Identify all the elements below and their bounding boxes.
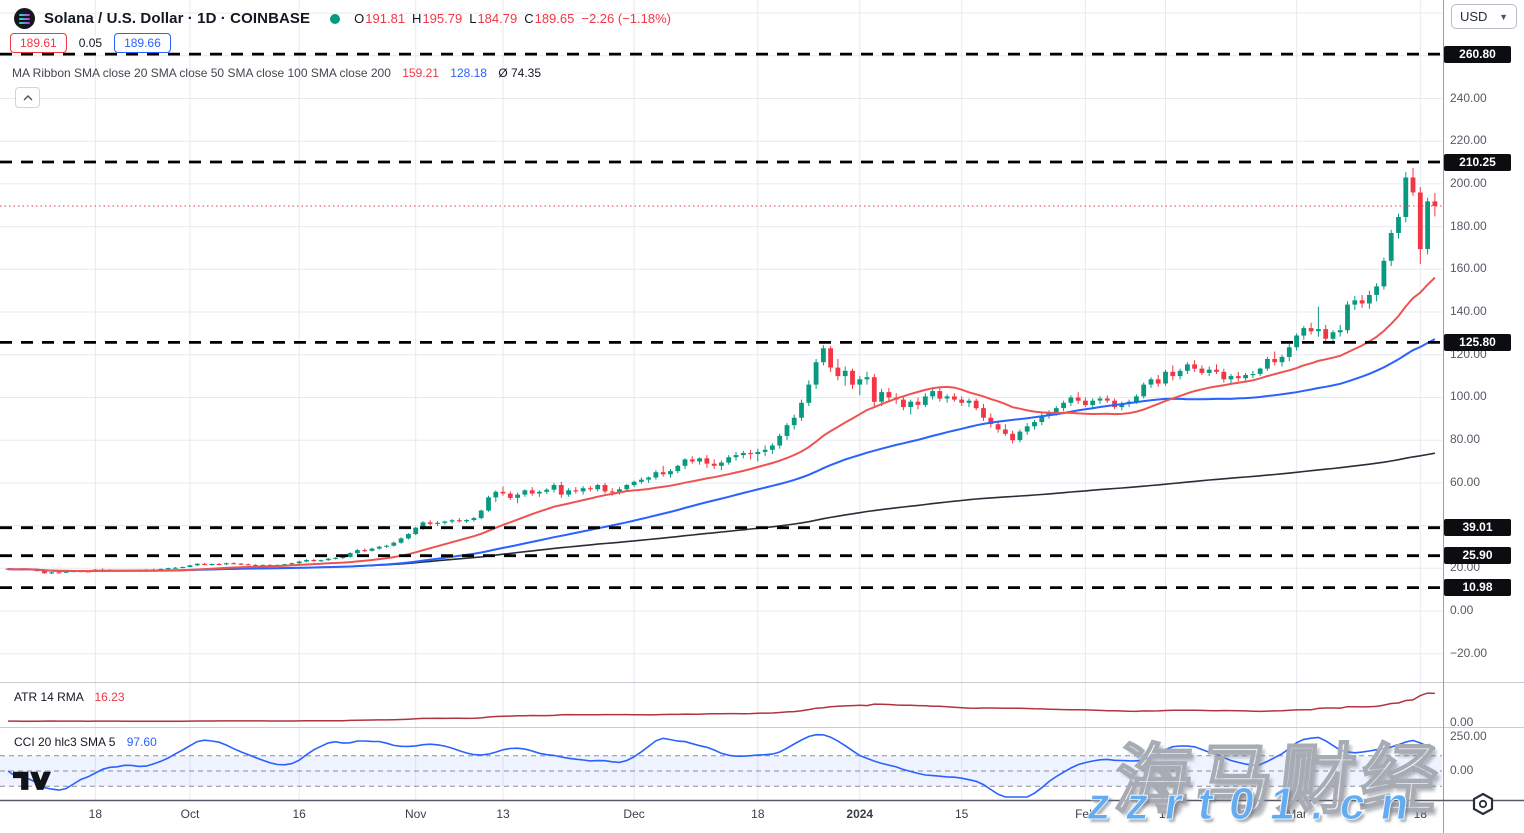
price-axis-label: 160.00 [1450,261,1487,276]
cci-value: 97.60 [126,735,157,749]
cci-legend[interactable]: CCI 20 hlc3 SMA 5 97.60 [14,735,157,749]
level-price-badge: 125.80 [1444,333,1511,351]
price-axis-label: 0.00 [1450,603,1474,617]
indicator-axis-label: 0.00 [1450,763,1474,777]
time-axis-label: 18 [1413,807,1427,821]
currency-value: USD [1460,9,1488,24]
level-price-badge: 39.01 [1444,519,1511,537]
market-status-dot-icon[interactable] [330,13,341,24]
time-axis-label: Oct [180,807,200,821]
time-axis-label: Dec [623,807,645,821]
atr-value: 16.23 [94,690,125,704]
price-axis-label: 180.00 [1450,218,1487,233]
sma50-value: 128.18 [450,66,487,80]
sell-button[interactable]: 189.61 [10,33,67,53]
price-axis-label: 100.00 [1450,389,1487,404]
low-label: L [469,11,477,26]
price-axis-label: −20.00 [1450,645,1488,660]
open-value: 191.81 [365,11,406,26]
price-axis-label: 200.00 [1450,175,1487,190]
time-axis-label: 12 [1158,807,1173,821]
symbol-legend[interactable]: Solana / U.S. Dollar · 1D · COINBASE O 1… [14,8,671,29]
buy-button[interactable]: 189.66 [114,33,171,53]
price-axis-label: 240.00 [1450,90,1487,105]
time-axis-label: 15 [954,807,969,821]
high-value: 195.79 [422,11,463,26]
symbol-title[interactable]: Solana / U.S. Dollar · 1D · COINBASE [44,10,311,27]
time-axis-label: Nov [405,807,427,821]
ma-ribbon-label: MA Ribbon SMA close 20 SMA close 50 SMA … [12,66,391,80]
price-axis-label: 80.00 [1450,432,1481,447]
time-axis-label: 18 [88,807,103,821]
cci-plot [7,733,1436,798]
price-axis-label: 60.00 [1450,474,1481,489]
high-label: H [412,11,422,26]
level-price-badge: 10.98 [1444,579,1511,597]
close-value: 189.65 [534,11,575,26]
ma-ribbon-legend[interactable]: MA Ribbon SMA close 20 SMA close 50 SMA … [12,66,541,80]
sma20-value: 159.21 [402,66,439,80]
tradingview-logo-icon[interactable] [13,766,51,797]
indicator-axis-label: 0.00 [1450,715,1474,729]
level-price-badge: 210.25 [1444,153,1511,171]
atr-legend[interactable]: ATR 14 RMA 16.23 [14,690,125,704]
level-price-badge: 260.80 [1444,45,1511,63]
time-axis-label: 2024 [846,807,874,821]
open-label: O [354,11,365,26]
time-axis-label: 13 [496,807,510,821]
spread-value: 0.05 [75,36,106,50]
indicator-axis-label: 250.00 [1450,729,1487,743]
solana-logo-icon [14,8,35,29]
level-price-badge: 25.90 [1444,547,1511,565]
time-axis-label: Feb [1075,807,1096,821]
ma-lines [7,276,1436,572]
bid-ask-row: 189.61 0.05 189.66 [10,33,171,53]
close-label: C [524,11,534,26]
time-axis-label: 18 [751,807,765,821]
sma-average-value: Ø 74.35 [498,66,542,80]
settings-gear-icon[interactable] [1470,792,1496,821]
time-axis-label: Mar [1286,807,1307,821]
grid-lines [0,0,1442,800]
cci-band [0,755,1442,787]
price-axis-label: 220.00 [1450,133,1487,148]
horizontal-level-lines[interactable] [0,52,1442,589]
cci-label: CCI 20 hlc3 SMA 5 [14,735,116,749]
collapse-legend-button[interactable] [15,87,40,108]
atr-plot [8,692,1435,722]
ohlc-values: O 191.81 H 195.79 L 184.79 C 189.65 −2.2… [354,11,671,26]
chevron-up-icon [23,94,32,100]
low-value: 184.79 [477,11,518,26]
candles [5,167,1438,575]
chevron-down-icon: ▼ [1499,11,1508,22]
time-axis-label: 16 [292,807,306,821]
price-axis-label: 140.00 [1450,304,1487,319]
atr-label: ATR 14 RMA [14,690,84,704]
change-value: −2.26 (−1.18%) [581,11,671,26]
currency-selector[interactable]: USD ▼ [1451,4,1517,29]
